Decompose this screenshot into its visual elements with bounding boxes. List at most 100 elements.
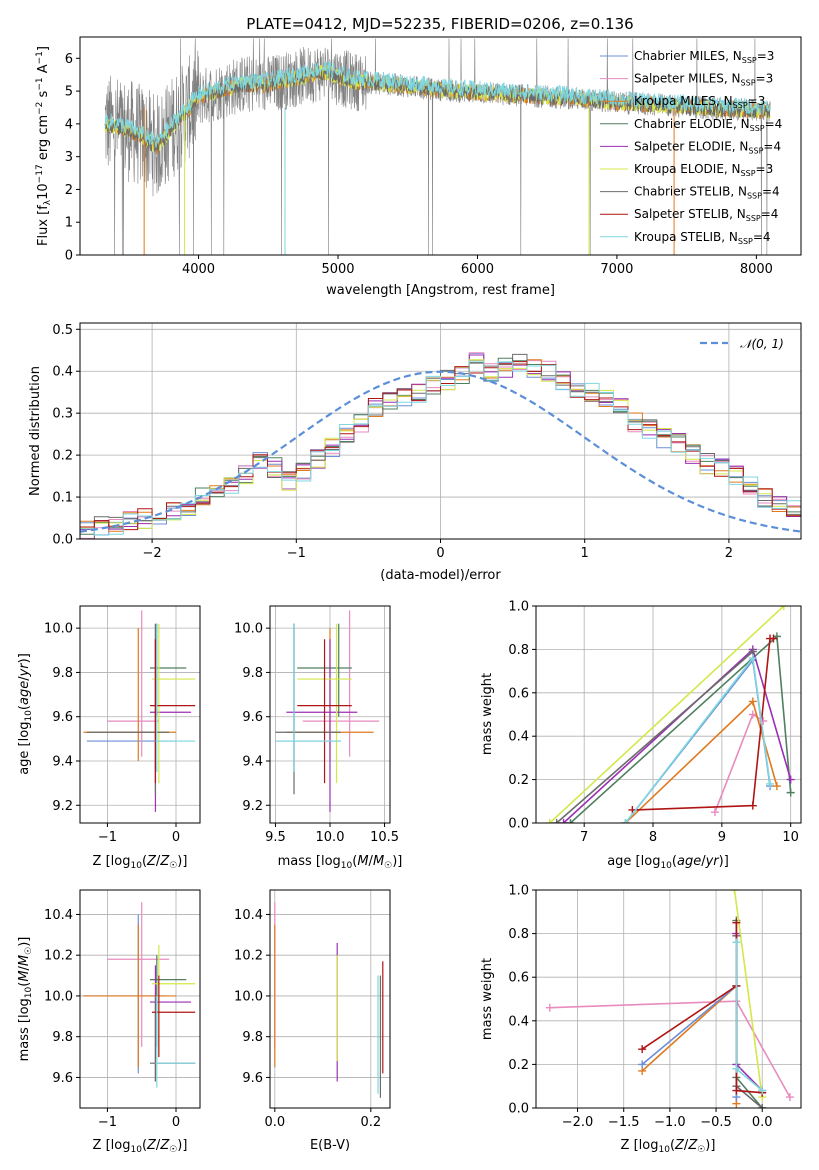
- y-tick-label: 9.6: [52, 1071, 73, 1086]
- x-tick-label: −2.0: [562, 1115, 594, 1130]
- histogram-kroupa-elodie: [80, 359, 801, 529]
- x-tick-label: −1.0: [654, 1115, 686, 1130]
- y-tick-label: 10.0: [44, 622, 73, 637]
- weight-marker: [748, 710, 757, 719]
- axes-frame: [269, 605, 391, 824]
- y-tick-label: 9.4: [52, 755, 73, 770]
- weight-line-kroupa-elodie: [733, 890, 763, 1098]
- weight-marker: [769, 634, 778, 643]
- y-tick-label: 9.2: [52, 799, 73, 814]
- x-tick-label: 6000: [461, 262, 494, 277]
- weight-marker: [545, 819, 554, 823]
- y-tick-label: 1.0: [508, 884, 529, 899]
- legend-entry: Kroupa MILES, NSSP=3: [634, 94, 765, 110]
- x-tick-label: 0.2: [360, 1115, 381, 1130]
- histogram-kroupa-stelib: [80, 360, 801, 536]
- normal-curve: [80, 370, 801, 533]
- x-axis-label: (data-model)/error: [380, 568, 501, 583]
- y-tick-label: 9.8: [52, 666, 73, 681]
- y-tick-label: 10.0: [44, 989, 73, 1004]
- x-tick-label: −0.5: [700, 1115, 732, 1130]
- weight-marker: [559, 819, 568, 823]
- y-tick-label: 3: [65, 150, 73, 165]
- weight-marker: [710, 808, 719, 817]
- axes-frame: [79, 889, 201, 1109]
- x-tick-label: 0: [172, 830, 180, 845]
- x-tick-label: 9: [718, 830, 726, 845]
- spectrum-panel: 4000 5000 6000 7000 8000 0 1 2 3 4 5 6 wavelength [A…: [35, 36, 802, 298]
- weight-marker: [785, 1093, 794, 1102]
- weight-marker: [621, 819, 630, 823]
- legend-entry: Kroupa ELODIE, NSSP=3: [634, 162, 773, 178]
- weight-marker: [766, 779, 775, 788]
- y-tick-label: 9.8: [52, 1030, 73, 1045]
- axes-frame: [79, 36, 802, 256]
- y-tick-label: 0.5: [52, 323, 73, 338]
- y-tick-label: 9.6: [242, 710, 263, 725]
- residuals-plot-area: [80, 352, 801, 539]
- y-tick-label: 0.0: [52, 533, 73, 548]
- y-axis-label: Flux [fλ10−17 erg cm−2 s−1 A−1]: [35, 46, 53, 246]
- x-axis-label: E(B-V): [310, 1138, 350, 1153]
- histogram-chabrier-miles: [80, 352, 801, 536]
- y-tick-label: 10.0: [234, 622, 263, 637]
- legend-entry: 𝒩(0, 1): [740, 337, 784, 351]
- x-tick-label: 1: [581, 546, 589, 561]
- y-axis-label: mass weight: [480, 958, 495, 1040]
- y-tick-label: 10.2: [44, 949, 73, 964]
- x-tick-label: 0: [436, 546, 444, 561]
- x-axis-label: Z [log10(Z/Z☉)]: [93, 854, 188, 871]
- weight-marker: [779, 606, 788, 610]
- y-tick-label: 0.1: [52, 491, 73, 506]
- y-tick-label: 0.4: [508, 730, 529, 745]
- y-tick-label: 0: [65, 249, 73, 264]
- weight-marker: [759, 717, 768, 726]
- massweight-vs-age-plot-area: [545, 606, 795, 823]
- y-tick-label: 0.6: [508, 971, 529, 986]
- mass-vs-ebv-plot-area: [274, 902, 384, 1098]
- y-axis-label: age [log10(age/yr)]: [17, 653, 34, 775]
- legend-entry: Salpeter ELODIE, NSSP=4: [634, 139, 781, 155]
- axes-frame: [79, 322, 802, 540]
- y-tick-label: 0.4: [52, 365, 73, 380]
- y-tick-label: 1.0: [508, 600, 529, 615]
- massweight-vs-age-panel: 7 8 9 10 0.0 0.2 0.4 0.6 0.8 1.0 age [log10(age/yr…: [480, 600, 802, 871]
- model-spectrum-kroupa-stelib: [104, 60, 771, 148]
- legend-entry: Salpeter MILES, NSSP=3: [634, 72, 773, 88]
- x-axis-label: Z [log10(Z/Z☉)]: [93, 1138, 188, 1155]
- weight-marker: [730, 890, 739, 894]
- weight-marker: [748, 801, 757, 810]
- y-axis-label: mass weight: [480, 673, 495, 755]
- axes-frame: [535, 889, 802, 1109]
- x-axis-label: Z [log10(Z/Z☉)]: [621, 1138, 716, 1155]
- mass-vs-Z-panel: −1 0 9.6 9.8 10.0 10.2 10.4 Z [log10(Z/Z☉)] mass…: [17, 889, 201, 1155]
- massweight-vs-Z-panel: −2.0 −1.5 −1.0 −0.5 0.0 0.0 0.2 0.4 0.6 0.8 1.0 Z […: [480, 884, 802, 1155]
- x-tick-label: 0: [172, 1115, 180, 1130]
- model-spectrum-chabrier-stelib: [104, 63, 771, 153]
- y-axis-label: mass [log10(M/M☉)]: [17, 937, 34, 1062]
- weight-marker: [566, 819, 575, 823]
- x-tick-label: 10: [782, 830, 799, 845]
- y-tick-label: 9.2: [242, 799, 263, 814]
- y-tick-label: 0.2: [508, 1058, 529, 1073]
- weight-marker: [545, 1003, 554, 1012]
- x-tick-label: 10.0: [316, 830, 345, 845]
- age-vs-Z-panel: −1 0 9.2 9.4 9.6 9.8 10.0 Z [log10(Z/Z☉)] age [l…: [17, 605, 201, 871]
- axes-frame: [79, 605, 201, 824]
- legend-entry: Chabrier STELIB, NSSP=4: [634, 185, 780, 201]
- y-tick-label: 0.3: [52, 407, 73, 422]
- weight-marker: [732, 1064, 741, 1073]
- histogram-chabrier-stelib: [80, 353, 801, 539]
- x-tick-label: 4000: [182, 262, 215, 277]
- y-tick-label: 6: [65, 52, 73, 67]
- age-vs-Z-plot-area: [83, 610, 196, 812]
- y-tick-label: 10.4: [234, 908, 263, 923]
- residuals-panel: −2 −1 0 1 2 0.0 0.1 0.2 0.3 0.4 0.5 (data-model)/er…: [28, 322, 802, 583]
- weight-line-chabrier-miles: [624, 658, 771, 823]
- axes-frame: [535, 605, 802, 824]
- weight-marker: [786, 788, 795, 797]
- figure-title: PLATE=0412, MJD=52235, FIBERID=0206, z=0…: [246, 15, 633, 33]
- x-tick-label: −1.5: [608, 1115, 640, 1130]
- weight-line-salpeter-stelib: [641, 922, 763, 1094]
- weight-marker: [786, 775, 795, 784]
